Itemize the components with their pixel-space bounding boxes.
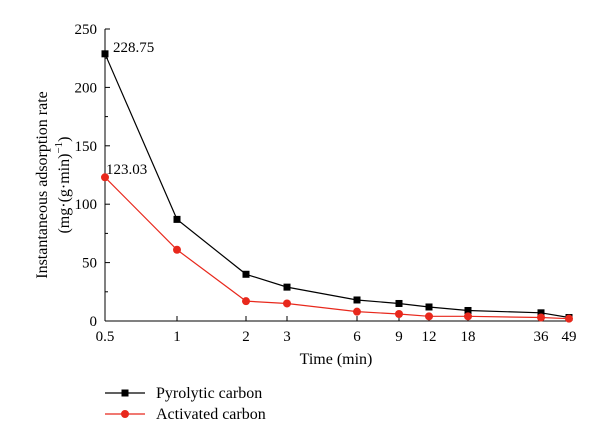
y-tick-label: 200: [75, 80, 98, 96]
legend-marker-circle: [121, 410, 129, 418]
series-line-pyrolytic: [104, 53, 570, 319]
y-tick-label: 50: [82, 256, 97, 272]
data-point-pyrolytic: [537, 309, 545, 317]
data-point-pyrolytic: [353, 296, 361, 304]
annotation-activated-first: 123.03: [106, 162, 147, 178]
data-point-activated: [425, 312, 433, 321]
data-point-activated: [101, 173, 109, 182]
y-axis-units-prefix: (mg·(g·min): [56, 154, 73, 234]
x-tick-label: 36: [534, 329, 550, 345]
x-tick-label: 2: [242, 329, 250, 345]
y-axis-units-exponent: −1: [53, 142, 65, 154]
y-tick-label: 0: [90, 314, 98, 330]
data-point-activated: [565, 314, 573, 323]
x-tick-label: 12: [422, 329, 437, 345]
annotation-pyrolytic-first: 228.75: [113, 40, 154, 56]
legend-item-activated: Activated carbon: [105, 406, 266, 423]
legend-label-activated: Activated carbon: [156, 406, 266, 423]
x-tick-label: 3: [283, 329, 291, 345]
data-point-pyrolytic: [242, 270, 250, 278]
data-point-activated: [283, 299, 291, 308]
legend-item-pyrolytic: Pyrolytic carbon: [105, 385, 262, 402]
y-axis-title-line1: Instantaneous adsorption rate: [34, 91, 51, 279]
legend-marker-square: [121, 389, 129, 397]
data-point-pyrolytic: [101, 50, 109, 58]
x-axis-ticks: 0.5 1 2 3 6 9 12 18 36 49: [96, 316, 577, 345]
y-axis-title: Instantaneous adsorption rate (mg·(g·min…: [34, 91, 73, 279]
x-tick-label: 6: [353, 329, 361, 345]
x-tick-label: 0.5: [96, 329, 115, 345]
data-point-pyrolytic: [464, 306, 472, 314]
data-point-activated: [353, 307, 361, 316]
y-axis-units-suffix: ): [56, 136, 73, 141]
data-point-activated: [395, 309, 403, 318]
data-point-pyrolytic: [173, 215, 181, 223]
data-point-activated: [242, 297, 250, 306]
y-tick-label: 150: [75, 139, 98, 155]
x-tick-label: 9: [395, 329, 403, 345]
data-point-pyrolytic: [283, 283, 291, 291]
data-point-activated: [464, 312, 472, 321]
y-axis-title-line2: (mg·(g·min)−1): [53, 136, 73, 233]
data-point-activated: [537, 313, 545, 322]
axes: [104, 29, 569, 322]
y-tick-label: 250: [75, 22, 98, 38]
legend: Pyrolytic carbon Activated carbon: [105, 385, 266, 423]
legend-label-pyrolytic: Pyrolytic carbon: [156, 385, 262, 402]
data-series: [101, 50, 573, 323]
series-line-activated: [104, 176, 570, 320]
y-axis-ticks: 0 50 100 150 200 250: [75, 22, 110, 330]
data-point-activated: [173, 245, 181, 254]
y-tick-label: 100: [75, 197, 98, 213]
x-tick-label: 49: [562, 329, 577, 345]
data-point-pyrolytic: [395, 299, 403, 307]
data-point-pyrolytic: [425, 303, 433, 311]
x-tick-label: 18: [461, 329, 476, 345]
x-axis-title: Time (min): [300, 351, 373, 368]
x-tick-label: 1: [173, 329, 181, 345]
